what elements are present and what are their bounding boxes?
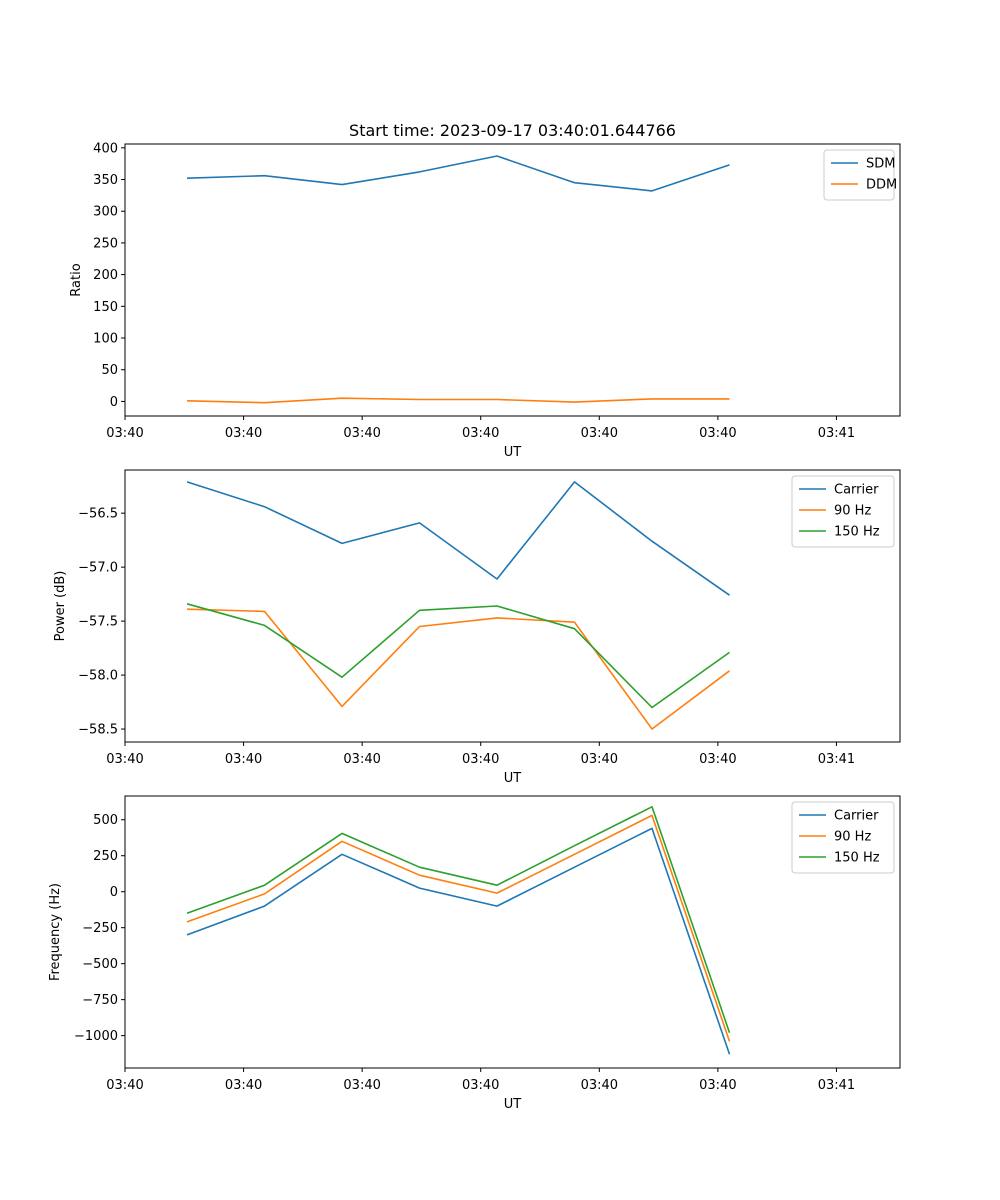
legend-label-150-hz: 150 Hz <box>834 525 880 540</box>
y-tick-label: −56.5 <box>78 507 118 522</box>
series-line-150-hz <box>186 603 730 709</box>
x-tick-label: 03:40 <box>106 426 143 441</box>
x-tick-label: 03:41 <box>818 752 855 767</box>
y-tick-label: −750 <box>82 993 118 1008</box>
legend-label-90-hz: 90 Hz <box>834 504 871 519</box>
series-line-90-hz <box>186 814 731 1042</box>
legend: SDM DDM <box>823 149 897 201</box>
x-tick-label: 03:40 <box>225 752 262 767</box>
x-tick-label: 03:40 <box>106 1078 143 1093</box>
y-tick-label: 350 <box>93 173 118 188</box>
x-axis-label: UT <box>504 445 522 460</box>
series-line-90-hz <box>186 608 730 730</box>
legend-label-ddm: DDM <box>866 178 897 193</box>
y-tick-label: −250 <box>82 921 118 936</box>
x-tick-label: 03:40 <box>462 752 499 767</box>
y-tick-label: −57.0 <box>78 561 118 576</box>
legend-box <box>791 801 895 874</box>
x-axis-label: UT <box>504 771 522 786</box>
x-tick-label: 03:40 <box>581 426 618 441</box>
y-tick-label: −58.5 <box>78 723 118 738</box>
x-tick-label: 03:40 <box>106 752 143 767</box>
x-tick-label: 03:40 <box>699 426 736 441</box>
x-tick-label: 03:40 <box>343 426 380 441</box>
x-tick-label: 03:40 <box>462 426 499 441</box>
x-tick-label: 03:40 <box>343 752 380 767</box>
y-tick-label: 400 <box>93 141 118 156</box>
series-line-carrier <box>186 481 730 596</box>
y-tick-label: −1000 <box>74 1029 118 1044</box>
y-tick-label: 50 <box>101 363 118 378</box>
y-tick-label: 250 <box>93 849 118 864</box>
y-axis-label: Frequency (Hz) <box>48 883 63 981</box>
x-tick-label: 03:40 <box>225 1078 262 1093</box>
legend-label-90-hz: 90 Hz <box>834 830 871 845</box>
legend-box <box>791 475 895 548</box>
x-tick-label: 03:40 <box>581 752 618 767</box>
x-tick-label: 03:40 <box>581 1078 618 1093</box>
y-tick-label: −500 <box>82 957 118 972</box>
x-tick-label: 03:40 <box>343 1078 380 1093</box>
legend: Carrier 90 Hz 150 Hz <box>791 475 895 548</box>
legend-label-sdm: SDM <box>866 157 895 172</box>
y-tick-label: 0 <box>110 395 118 410</box>
y-tick-label: 200 <box>93 268 118 283</box>
y-tick-label: 300 <box>93 205 118 220</box>
series-line-carrier <box>186 827 731 1055</box>
plot-area-frame <box>124 469 901 743</box>
legend-label-carrier: Carrier <box>834 483 879 498</box>
x-axis-label: UT <box>504 1097 522 1112</box>
x-tick-label: 03:40 <box>699 1078 736 1093</box>
x-tick-label: 03:41 <box>818 1078 855 1093</box>
x-tick-label: 03:40 <box>225 426 262 441</box>
series-line-150-hz <box>186 805 731 1033</box>
y-axis-label: Ratio <box>69 263 84 296</box>
series-line-ddm <box>186 397 730 404</box>
y-tick-label: 500 <box>93 813 118 828</box>
power-panel: 03:40 03:40 03:40 03:40 03:40 03:40 03:41 −58.5… <box>53 469 901 786</box>
x-tick-label: 03:40 <box>699 752 736 767</box>
y-tick-label: −58.0 <box>78 669 118 684</box>
series-line-sdm <box>186 155 730 192</box>
y-tick-label: 250 <box>93 236 118 251</box>
x-tick-label: 03:41 <box>818 426 855 441</box>
ratio-panel: 03:40 03:40 03:40 03:40 03:40 03:40 03:41 0 50 10… <box>69 141 901 460</box>
legend-label-150-hz: 150 Hz <box>834 851 880 866</box>
plot-area-frame <box>124 795 901 1069</box>
x-tick-label: 03:40 <box>462 1078 499 1093</box>
plot-area-frame <box>124 143 901 417</box>
y-tick-label: 100 <box>93 332 118 347</box>
frequency-panel: 03:40 03:40 03:40 03:40 03:40 03:40 03:41 −1000… <box>48 795 901 1112</box>
chart-title: Start time: 2023-09-17 03:40:01.644766 <box>349 121 676 140</box>
y-tick-label: −57.5 <box>78 615 118 630</box>
y-tick-label: 150 <box>93 300 118 315</box>
legend: Carrier 90 Hz 150 Hz <box>791 801 895 874</box>
y-axis-label: Power (dB) <box>53 571 68 642</box>
legend-label-carrier: Carrier <box>834 809 879 824</box>
y-tick-label: 0 <box>110 885 118 900</box>
